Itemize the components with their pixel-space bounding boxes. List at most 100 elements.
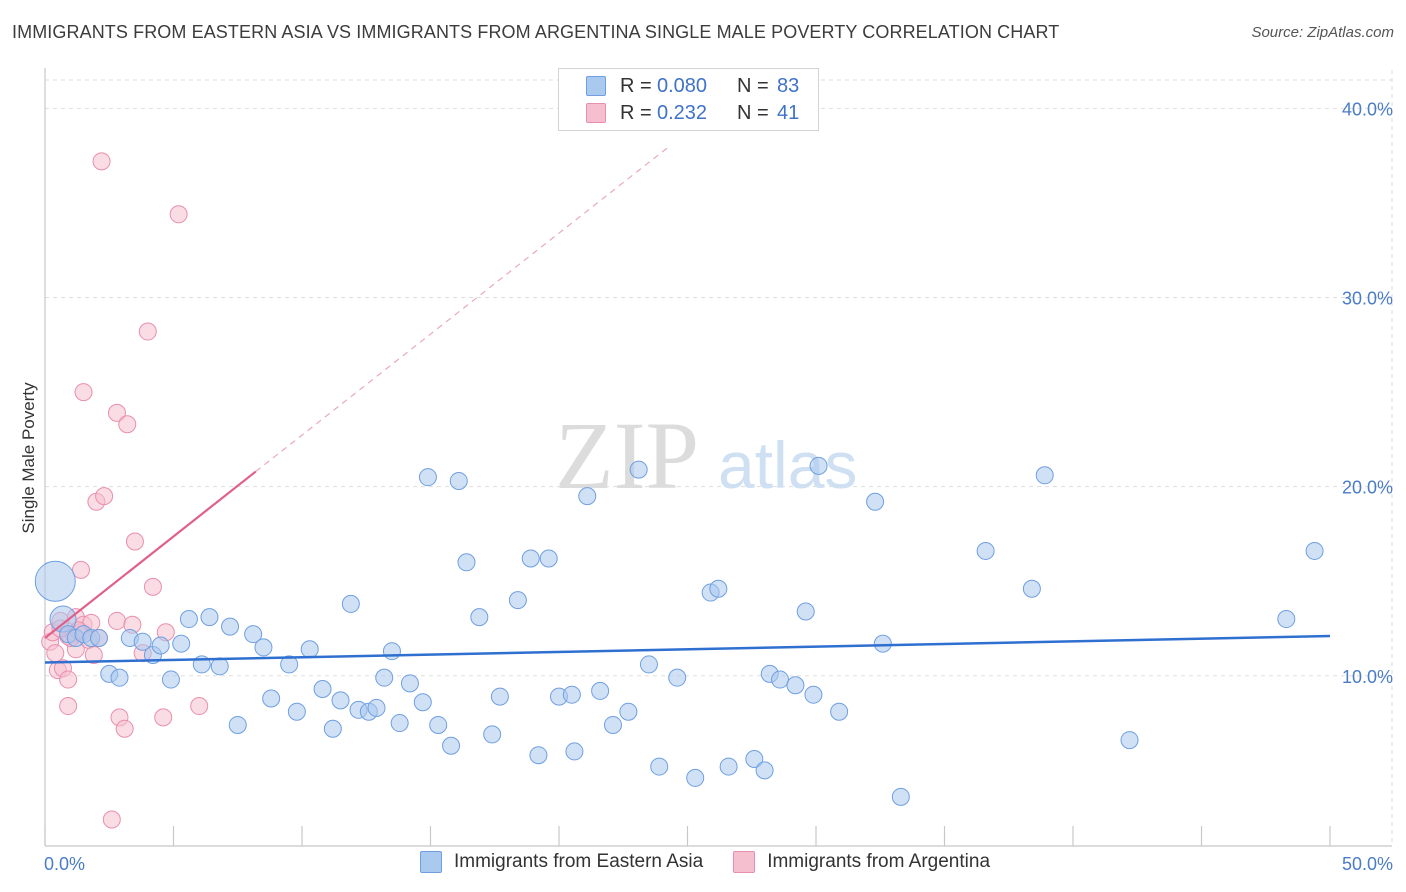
eastern-asia-point xyxy=(508,591,527,610)
eastern-asia-point xyxy=(179,610,198,629)
eastern-asia-point xyxy=(341,594,360,613)
legend-item-argentina: Immigrants from Argentina xyxy=(733,851,990,873)
eastern-asia-point xyxy=(565,742,584,761)
argentina-point xyxy=(59,697,78,716)
eastern-asia-point xyxy=(709,579,728,598)
legend-item-eastern-asia: Immigrants from Eastern Asia xyxy=(420,851,703,873)
argentina-point xyxy=(115,719,134,738)
eastern-asia-point xyxy=(490,687,509,706)
eastern-asia-point xyxy=(280,655,299,674)
x-tick-label-min: 0.0% xyxy=(44,854,85,874)
blue-swatch xyxy=(586,76,606,96)
correlation-legend: R = 0.080 N = 83 R = 0.232 N = 41 xyxy=(558,68,819,131)
argentina-point xyxy=(102,810,121,829)
eastern-asia-point xyxy=(804,685,823,704)
y-tick-label: 20.0% xyxy=(1342,478,1393,498)
eastern-asia-point xyxy=(719,757,738,776)
eastern-asia-point xyxy=(254,638,273,657)
eastern-asia-point xyxy=(300,640,319,659)
eastern-asia-point xyxy=(562,685,581,704)
eastern-asia-point xyxy=(578,487,597,506)
argentina-point xyxy=(74,383,93,402)
eastern-asia-point xyxy=(151,636,170,655)
series-legend: Immigrants from Eastern Asia Immigrants … xyxy=(420,851,1020,873)
eastern-asia-point xyxy=(210,657,229,676)
chart-title: IMMIGRANTS FROM EASTERN ASIA VS IMMIGRAN… xyxy=(12,22,1060,42)
source-label: Source: ZipAtlas.com xyxy=(1251,24,1394,41)
legend-n-label: N = xyxy=(737,74,769,97)
grid-lines xyxy=(45,70,1393,846)
eastern-asia-point xyxy=(1022,579,1041,598)
argentina-point xyxy=(107,611,126,630)
eastern-asia-point xyxy=(161,670,180,689)
argentina-point xyxy=(46,644,65,663)
eastern-asia-point xyxy=(866,492,885,511)
argentina-point xyxy=(118,415,137,434)
axes xyxy=(44,68,1392,847)
eastern-asia-point xyxy=(786,676,805,695)
eastern-asia-point xyxy=(323,719,342,738)
legend-n-value: 41 xyxy=(777,101,800,124)
eastern-asia-point xyxy=(686,768,705,787)
y-tick-label: 10.0% xyxy=(1342,667,1393,687)
argentina-point xyxy=(143,577,162,596)
legend-label-eastern-asia: Immigrants from Eastern Asia xyxy=(454,851,704,872)
eastern-asia-point xyxy=(771,670,790,689)
series-eastern-asia-points xyxy=(34,456,1324,806)
argentina-point xyxy=(154,708,173,727)
eastern-asia-point xyxy=(603,715,622,734)
trend-lines xyxy=(44,145,1331,664)
eastern-asia-point xyxy=(796,602,815,621)
eastern-asia-point xyxy=(521,549,540,568)
y-axis-label: Single Male Poverty xyxy=(19,382,38,534)
eastern-asia-point xyxy=(1305,541,1324,560)
argentina-point xyxy=(190,697,209,716)
argentina-trend-line xyxy=(44,470,257,639)
eastern-asia-point xyxy=(529,746,548,765)
eastern-asia-point xyxy=(873,634,892,653)
eastern-asia-point xyxy=(639,655,658,674)
argentina-point xyxy=(59,670,78,689)
legend-n-value: 83 xyxy=(777,74,800,97)
legend-r-label: R = xyxy=(620,74,652,97)
argentina-point xyxy=(125,532,144,551)
eastern-asia-point xyxy=(891,787,910,806)
eastern-asia-point xyxy=(34,560,76,602)
eastern-asia-point xyxy=(89,628,108,647)
legend-label-argentina: Immigrants from Argentina xyxy=(767,851,991,872)
eastern-asia-point xyxy=(629,460,648,479)
eastern-asia-point xyxy=(976,541,995,560)
pink-swatch xyxy=(733,851,756,873)
eastern-asia-point xyxy=(1277,610,1296,629)
eastern-asia-point xyxy=(262,689,281,708)
eastern-asia-point xyxy=(1120,731,1139,750)
eastern-asia-point xyxy=(287,702,306,721)
argentina-point xyxy=(169,205,188,224)
watermark: ZIP atlas xyxy=(555,402,857,509)
argentina-point xyxy=(71,560,90,579)
eastern-asia-point xyxy=(470,608,489,627)
eastern-asia-point xyxy=(830,702,849,721)
eastern-asia-point xyxy=(809,456,828,475)
eastern-asia-point xyxy=(429,715,448,734)
eastern-asia-point xyxy=(483,725,502,744)
eastern-asia-point xyxy=(313,680,332,699)
eastern-asia-point xyxy=(668,668,687,687)
argentina-point xyxy=(92,152,111,171)
legend-row-eastern-asia: R = 0.080 N = 83 xyxy=(559,73,799,99)
blue-swatch xyxy=(420,851,442,873)
eastern-asia-point xyxy=(539,549,558,568)
legend-row-argentina: R = 0.232 N = 41 xyxy=(559,100,799,126)
eastern-asia-point xyxy=(110,668,129,687)
eastern-asia-point xyxy=(619,702,638,721)
watermark-atlas: atlas xyxy=(718,428,857,502)
eastern-asia-point xyxy=(331,691,350,710)
eastern-asia-point xyxy=(1035,466,1054,485)
argentina-point xyxy=(95,487,114,506)
eastern-asia-point xyxy=(650,757,669,776)
y-tick-label: 30.0% xyxy=(1342,289,1393,309)
eastern-asia-point xyxy=(244,625,263,644)
argentina-point xyxy=(138,322,157,341)
tick-labels: 10.0% 20.0% 30.0% 40.0% 0.0% 50.0% xyxy=(44,99,1393,874)
